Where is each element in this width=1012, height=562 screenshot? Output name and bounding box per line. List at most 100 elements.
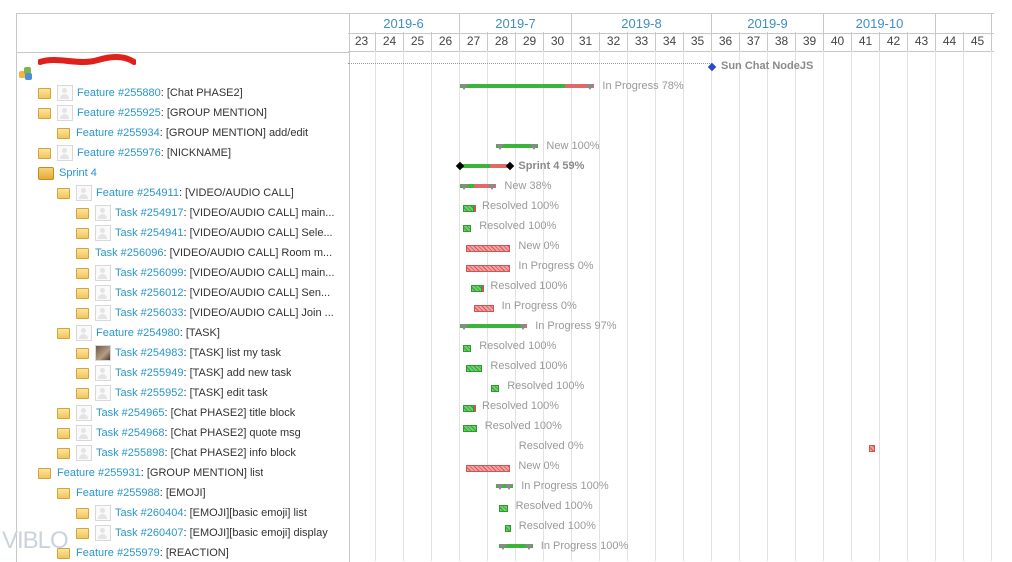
issue-link[interactable]: Task #255949: [115, 367, 184, 379]
issue-subject: [Chat PHASE2] info block: [170, 447, 296, 459]
issue-link[interactable]: Task #255898: [96, 447, 165, 459]
assignee-avatar-icon: [57, 145, 73, 161]
week-grid-line: [711, 51, 712, 561]
milestone-diamond: [707, 62, 717, 72]
issue-subject: [VIDEO/AUDIO CALL] Sele...: [189, 227, 333, 239]
issue-link[interactable]: Task #260404: [115, 507, 184, 519]
issue-link[interactable]: Feature #255880: [77, 87, 161, 99]
folder-icon: [76, 267, 89, 279]
subject-row: Task #260407: [EMOJI][basic emoji] displa…: [76, 523, 349, 543]
week-grid-line: [403, 51, 404, 561]
parent-bar[interactable]: [460, 324, 528, 328]
issue-subject: [GROUP MENTION] list: [146, 467, 264, 479]
task-bar-remaining: [868, 445, 875, 452]
version-link[interactable]: Sprint 4: [59, 167, 97, 179]
parent-bar-end-marker: [499, 544, 508, 550]
issue-link[interactable]: Task #254965: [96, 407, 165, 419]
issue-subject: [GROUP MENTION] add/edit: [165, 127, 309, 139]
version-bar[interactable]: [460, 164, 511, 168]
issue-link[interactable]: Task #254968: [96, 427, 165, 439]
bar-status-label: Sprint 4 59%: [518, 160, 585, 172]
week-number: 24: [376, 32, 404, 51]
bar-status-label: New 100%: [546, 140, 600, 152]
issue-link[interactable]: Feature #255931: [57, 467, 141, 479]
parent-bar[interactable]: [460, 84, 595, 88]
issue-link[interactable]: Task #256033: [115, 307, 184, 319]
task-bar[interactable]: [471, 285, 485, 292]
issue-link[interactable]: Task #254941: [115, 227, 184, 239]
parent-bar-end-marker: [488, 184, 497, 190]
week-grid-line: [431, 51, 432, 561]
colon-separator: :: [164, 407, 168, 419]
task-bar[interactable]: [499, 505, 508, 512]
issue-link[interactable]: Feature #255925: [77, 107, 161, 119]
task-bar[interactable]: [474, 305, 494, 312]
parent-bar[interactable]: [496, 144, 539, 148]
task-bar[interactable]: [465, 265, 511, 272]
folder-icon: [57, 187, 70, 199]
task-bar[interactable]: [462, 205, 476, 212]
assignee-avatar-icon: [95, 265, 111, 281]
parent-bar[interactable]: [499, 544, 533, 548]
issue-link[interactable]: Feature #255976: [77, 147, 161, 159]
task-bar[interactable]: [504, 525, 511, 532]
assignee-avatar-icon: [57, 105, 73, 121]
version-icon: [38, 166, 54, 180]
parent-bar-end-marker: [460, 84, 468, 90]
assignee-avatar-icon: [95, 205, 111, 221]
assignee-avatar-icon: [76, 185, 92, 201]
issue-link[interactable]: Feature #255988: [76, 487, 160, 499]
task-bar-done: [462, 425, 477, 432]
subject-list: Sun Chat NodeJSFeature #255880:[Chat PHA…: [16, 13, 350, 562]
parent-bar-end-marker: [530, 144, 539, 150]
folder-icon: [57, 447, 70, 459]
issue-link[interactable]: Task #255952: [115, 387, 184, 399]
issue-link[interactable]: Feature #255934: [76, 127, 160, 139]
month-cell: 2019-6: [348, 14, 460, 33]
parent-bar[interactable]: [496, 484, 514, 488]
assignee-avatar-icon: [95, 525, 111, 541]
issue-link[interactable]: Feature #254911: [96, 187, 179, 199]
colon-separator: :: [159, 127, 163, 139]
assignee-avatar-icon: [95, 285, 111, 301]
task-bar[interactable]: [465, 365, 483, 372]
week-number: 38: [768, 32, 796, 51]
week-number: 33: [628, 32, 656, 51]
issue-link[interactable]: Task #254983: [115, 347, 184, 359]
issue-link[interactable]: Task #254917: [115, 207, 184, 219]
assignee-avatar-icon: [76, 405, 92, 421]
bar-status-label: Resolved 100%: [479, 340, 557, 352]
folder-icon: [76, 247, 89, 259]
subject-row: Task #255949: [TASK] add new task: [76, 363, 349, 383]
parent-bar-end-marker: [519, 324, 528, 330]
task-bar-done: [462, 405, 474, 412]
issue-link[interactable]: Feature #255979: [76, 547, 160, 559]
task-bar[interactable]: [465, 465, 511, 472]
week-number: 37: [740, 32, 768, 51]
week-number: 26: [432, 32, 460, 51]
week-number: 42: [880, 32, 908, 51]
week-number: 23: [348, 32, 376, 51]
task-bar[interactable]: [465, 245, 511, 252]
task-bar[interactable]: [462, 225, 472, 232]
issue-link[interactable]: Task #256096: [95, 247, 164, 259]
gantt-chart-area: 2019-6 2019-7 2019-8 2019-9 2019-10 23 24 25 26…: [348, 13, 994, 561]
issue-link[interactable]: Feature #254980: [96, 327, 180, 339]
subject-row: Task #256012: [VIDEO/AUDIO CALL] Sen...: [76, 283, 349, 303]
task-bar-done: [462, 345, 472, 352]
task-bar[interactable]: [490, 385, 500, 392]
week-number: 35: [684, 32, 712, 51]
issue-link[interactable]: Task #256012: [115, 287, 184, 299]
task-bar[interactable]: [462, 425, 477, 432]
task-bar[interactable]: [462, 345, 472, 352]
issue-link[interactable]: Task #260407: [115, 527, 184, 539]
issue-link[interactable]: Task #256099: [115, 267, 184, 279]
task-bar-remaining: [465, 245, 511, 252]
week-number: 43: [908, 32, 936, 51]
task-bar-done: [471, 285, 483, 292]
task-bar[interactable]: [868, 445, 875, 452]
parent-bar-done: [496, 144, 539, 148]
task-bar[interactable]: [462, 405, 476, 412]
folder-icon: [76, 367, 89, 379]
task-bar-remaining: [473, 205, 476, 212]
